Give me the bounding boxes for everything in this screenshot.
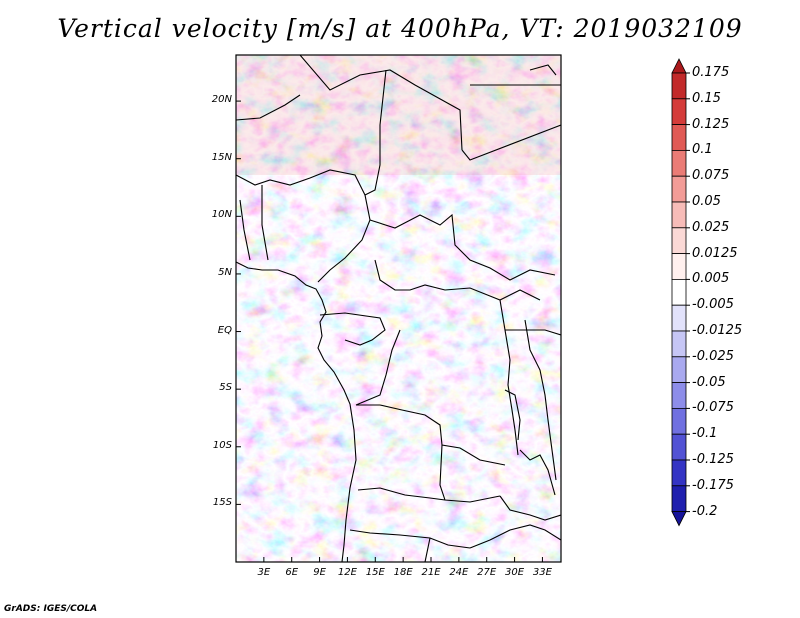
colorbar-label: -0.075 [692,400,734,416]
lat-label: EQ [217,324,232,336]
colorbar-swatch [671,175,687,203]
colorbar-swatch [671,433,687,461]
lon-label: 27E [477,567,497,578]
lat-label: 10N [211,209,232,221]
country-borders [236,55,561,562]
colorbar-swatch [671,382,687,409]
lat-label: 10S [212,439,232,451]
colorbar-label: 0.125 [692,116,730,132]
colorbar-label: 0.175 [692,65,730,80]
colorbar-label: 0.1 [692,142,713,158]
colorbar-label: -0.025 [692,348,734,364]
colorbar-swatch [671,407,687,435]
colorbar-label: 0.025 [692,219,730,235]
colorbar-label: 0.15 [692,90,721,106]
colorbar [671,58,690,527]
colorbar-top-arrow [671,58,687,74]
lat-label: 15N [211,151,232,163]
velocity-field [236,55,561,562]
colorbar-swatch [671,227,687,255]
colorbar-swatch [671,72,687,100]
colorbar-swatch [671,149,687,177]
axis-ticks [236,100,543,562]
colorbar-swatch [671,485,687,512]
colorbar-label: -0.0125 [692,323,743,338]
colorbar-swatch [671,98,687,126]
lon-label: 6E [285,567,299,578]
colorbar-label: -0.1 [692,426,718,442]
colorbar-label: 0.005 [692,271,730,287]
colorbar-swatch [671,201,687,229]
colorbar-label: -0.05 [692,374,726,390]
lat-label: 20N [211,94,232,106]
colorbar-label: 0.075 [692,168,730,184]
chart-title: Vertical velocity [m/s] at 400hPa, VT: 2… [57,14,743,43]
colorbar-swatch [671,356,687,383]
colorbar-swatch [671,330,687,358]
lat-label: 15S [212,497,232,509]
grads-credit: GrADS: IGES/COLA [4,604,98,614]
colorbar-label: -0.175 [692,477,734,493]
colorbar-label: -0.125 [692,452,734,467]
lon-label: 12E [337,567,357,578]
lon-label: 15E [365,567,385,578]
colorbar-label: 0.05 [692,194,721,209]
lon-label: 18E [393,567,413,578]
colorbar-label: 0.0125 [692,245,738,261]
colorbar-label: -0.005 [692,297,734,313]
colorbar-label: -0.2 [692,503,718,519]
lon-label: 21E [421,567,441,578]
plot-frame [235,54,562,563]
colorbar-swatch [671,253,687,280]
colorbar-swatch [671,304,687,332]
lon-label: 9E [313,567,326,578]
lon-label: 24E [449,567,469,578]
lat-label: 5S [219,382,232,394]
lon-label: 3E [257,567,271,578]
lat-label: 5N [218,266,232,278]
colorbar-swatch [671,459,687,487]
lon-label: 33E [532,567,552,578]
lon-label: 30E [505,567,525,578]
colorbar-swatch [671,124,687,151]
colorbar-swatch [671,278,687,306]
colorbar-bottom-arrow [671,511,687,527]
